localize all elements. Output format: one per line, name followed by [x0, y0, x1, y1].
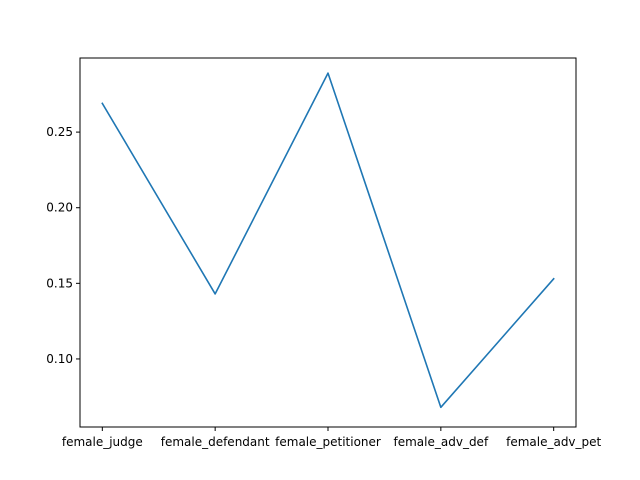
plot-frame	[79, 57, 577, 428]
x-tick-label: female_judge	[62, 435, 143, 449]
series-group	[101, 72, 555, 409]
y-axis: 0.10 0.15 0.20 0.25	[46, 125, 80, 366]
x-tick-label: female_petitioner	[275, 435, 381, 449]
x-axis: female_judge female_defendant female_petit…	[62, 427, 602, 449]
y-tick-label: 0.10	[46, 352, 73, 366]
x-tick-label: female_adv_def	[394, 435, 489, 449]
x-tick-label: female_adv_pet	[506, 435, 601, 449]
y-tick-label: 0.15	[46, 276, 73, 290]
series-line	[101, 72, 555, 409]
plot-area	[80, 58, 576, 427]
y-tick-label: 0.25	[46, 125, 73, 139]
x-tick-label: female_defendant	[161, 435, 270, 449]
y-tick-label: 0.20	[46, 201, 73, 215]
